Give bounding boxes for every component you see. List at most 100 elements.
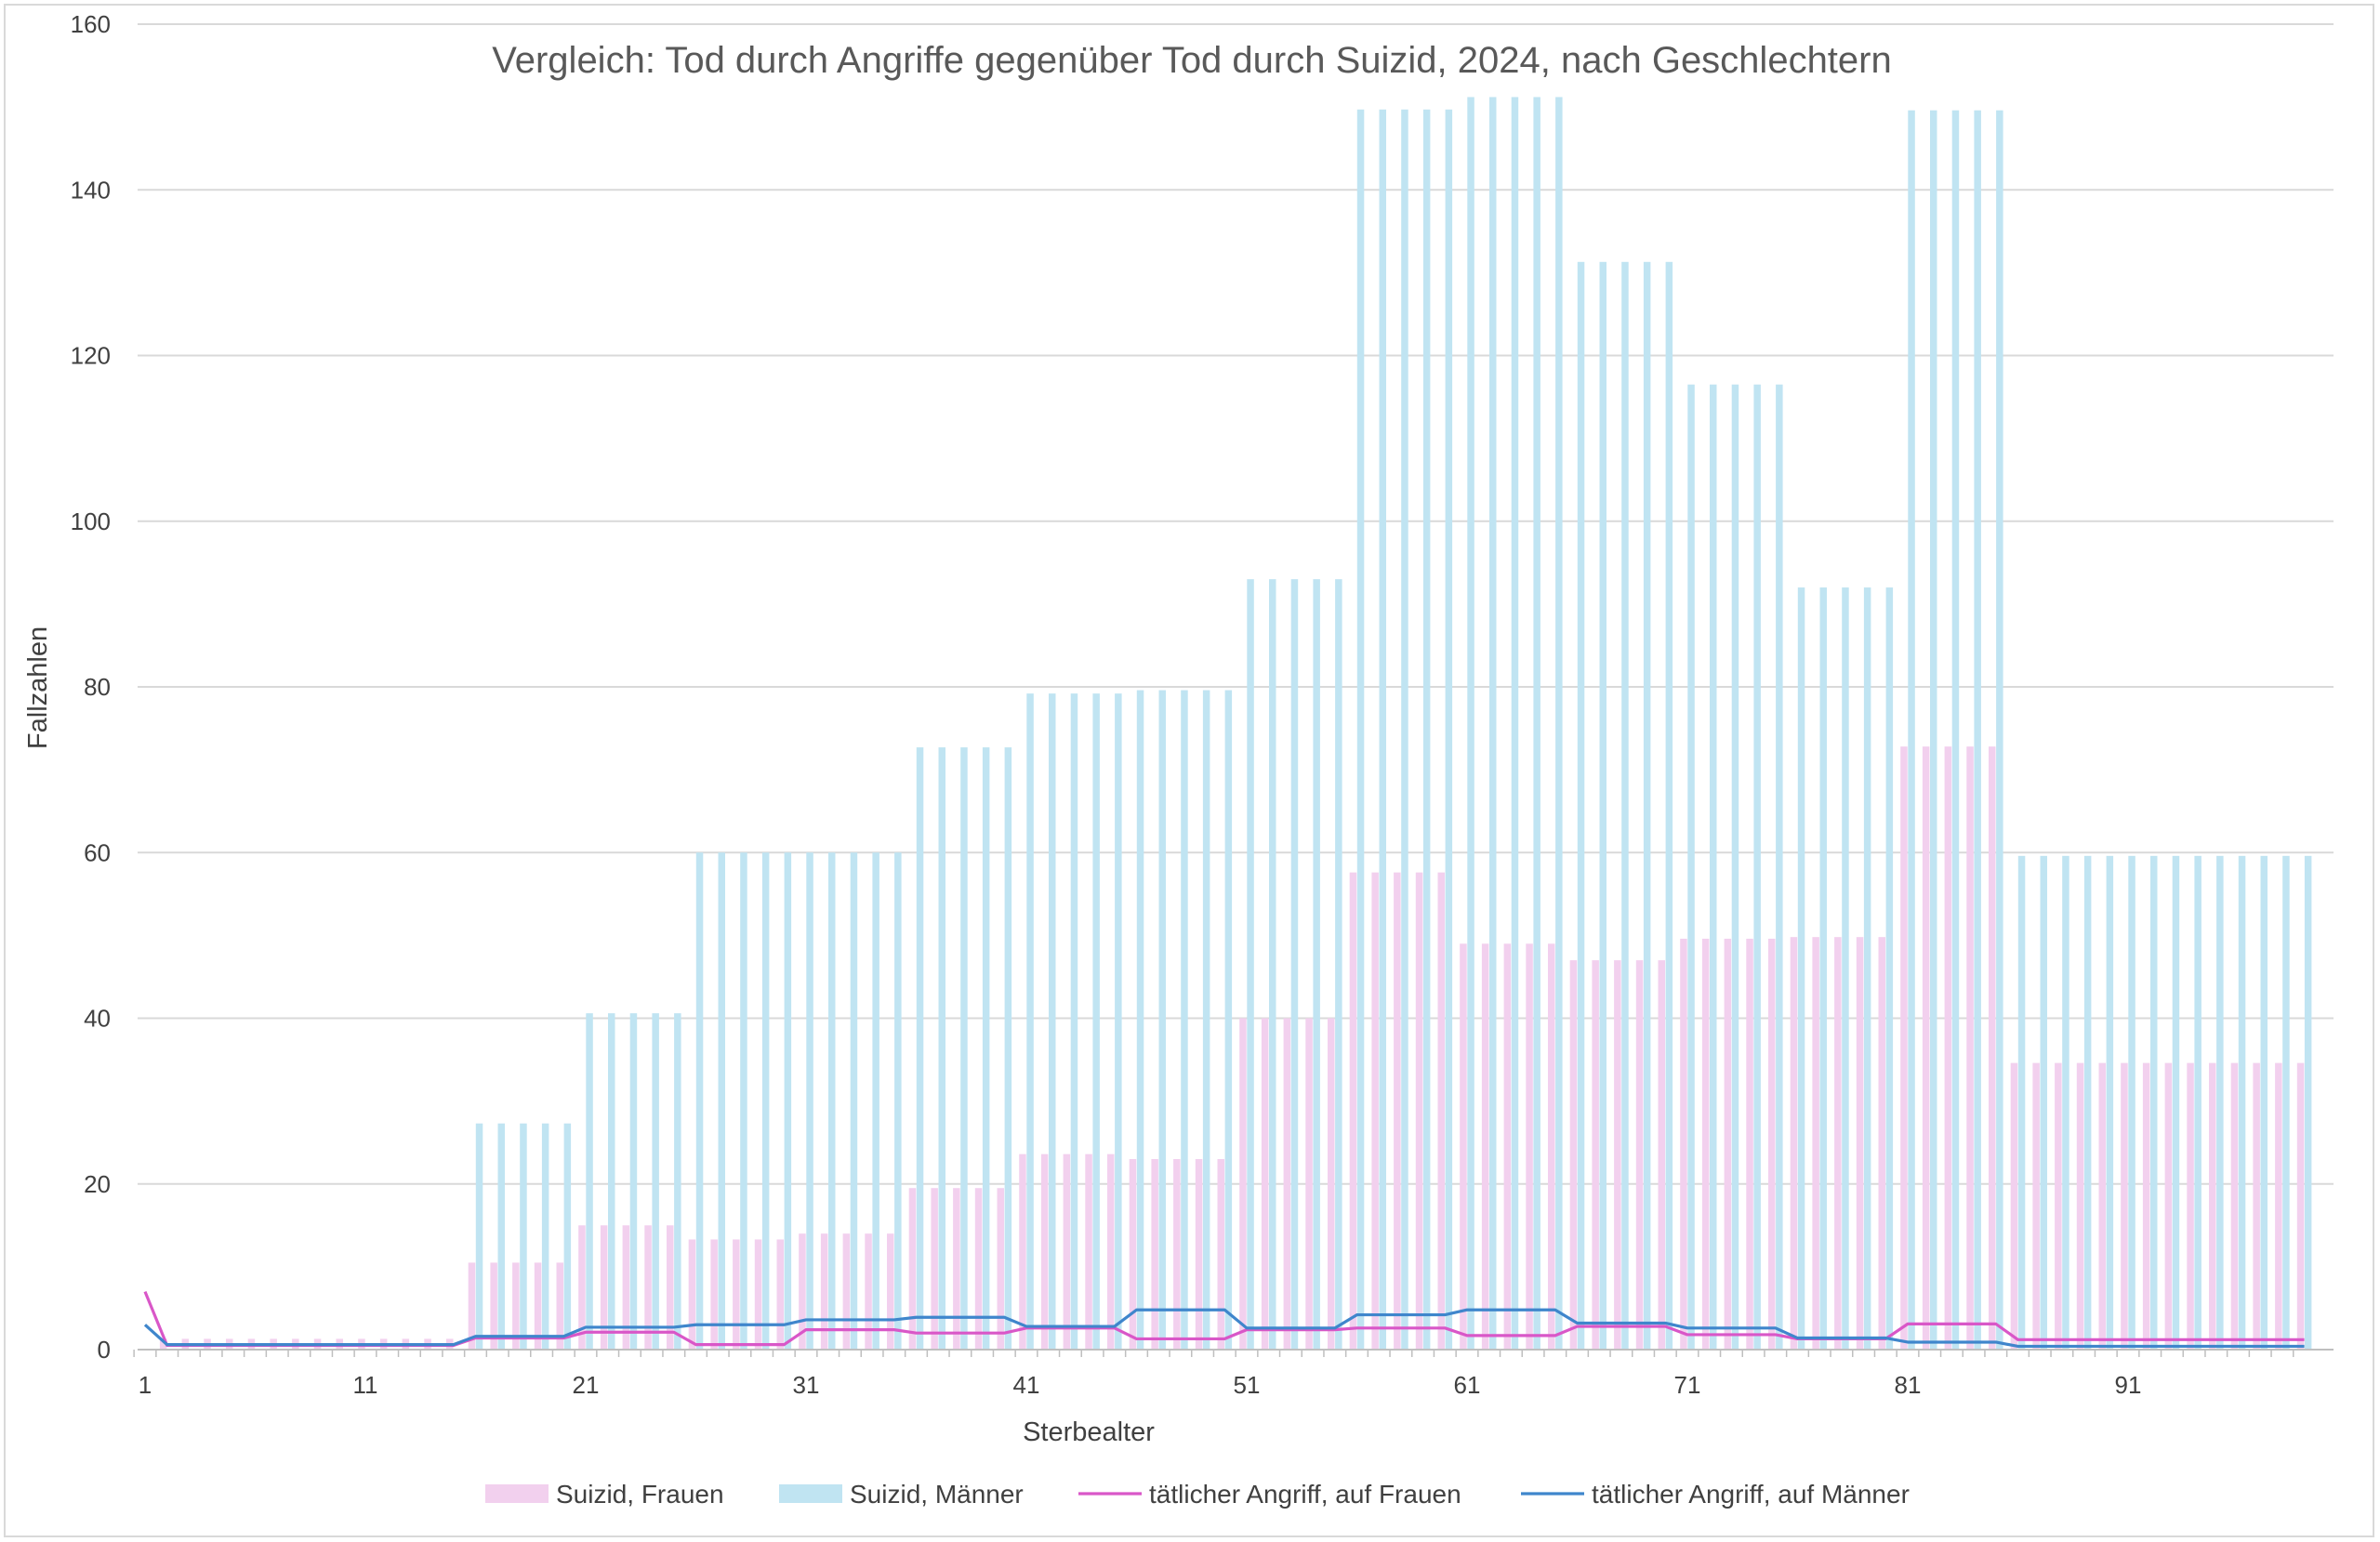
bar-suizid-maenner: [1908, 110, 1915, 1351]
bar-suizid-maenner: [2260, 855, 2268, 1350]
bar-suizid-frauen: [1746, 938, 1753, 1350]
bar-suizid-maenner: [2083, 855, 2092, 1350]
bar-suizid-maenner: [1026, 693, 1034, 1350]
bar-suizid-frauen: [754, 1239, 762, 1350]
bar-suizid-maenner: [1819, 587, 1827, 1350]
bar-suizid-maenner: [1158, 690, 1166, 1350]
bar-suizid-maenner: [629, 1013, 638, 1350]
bar-suizid-frauen: [974, 1188, 983, 1350]
bar-suizid-frauen: [710, 1239, 718, 1350]
bar-suizid-frauen: [1856, 937, 1864, 1350]
x-tick-label: 31: [793, 1371, 820, 1399]
bar-suizid-frauen: [1989, 746, 1996, 1350]
x-tick-label: 21: [573, 1371, 600, 1399]
bar-suizid-maenner: [1710, 384, 1717, 1351]
bar-suizid-maenner: [2106, 855, 2114, 1350]
bar-suizid-frauen: [1415, 872, 1423, 1350]
bar-suizid-maenner: [2238, 855, 2246, 1350]
bar-suizid-maenner: [1202, 690, 1210, 1350]
bar-suizid-frauen: [688, 1239, 696, 1350]
bar-suizid-maenner: [1974, 110, 1981, 1351]
bar-suizid-maenner: [1313, 579, 1320, 1350]
legend-item: Suizid, Männer: [779, 1480, 1024, 1509]
x-tick-label: 61: [1454, 1371, 1481, 1399]
bar-suizid-frauen: [1305, 1018, 1313, 1350]
bar-suizid-frauen: [1195, 1159, 1203, 1350]
bar-suizid-maenner: [2062, 855, 2069, 1350]
x-tick-label: 71: [1674, 1371, 1701, 1399]
bar-suizid-maenner: [2282, 855, 2290, 1350]
bar-suizid-maenner: [1577, 261, 1585, 1350]
bar-suizid-frauen: [2209, 1062, 2216, 1350]
y-tick-label: 100: [71, 507, 111, 535]
bar-suizid-frauen: [1129, 1159, 1137, 1350]
bar-suizid-frauen: [1635, 960, 1644, 1350]
bar-suizid-maenner: [1797, 587, 1805, 1350]
bar-suizid-frauen: [1790, 937, 1798, 1350]
bar-suizid-maenner: [2017, 855, 2026, 1350]
bar-suizid-maenner: [1731, 384, 1739, 1351]
bar-suizid-frauen: [2253, 1062, 2260, 1350]
bar-suizid-frauen: [534, 1262, 542, 1350]
bar-suizid-maenner: [1247, 579, 1254, 1350]
legend: Suizid, Frauen Suizid, Männer tätlicher An…: [485, 1480, 1910, 1509]
bar-suizid-frauen: [2121, 1062, 2128, 1350]
bar-suizid-maenner: [761, 852, 770, 1350]
bar-suizid-frauen: [2098, 1062, 2106, 1350]
bar-suizid-frauen: [733, 1239, 740, 1350]
x-tick-label: 11: [353, 1371, 378, 1399]
bar-suizid-maenner: [1489, 97, 1497, 1350]
bar-suizid-frauen: [1878, 937, 1885, 1350]
y-tick-label: 0: [98, 1336, 111, 1364]
bar-suizid-frauen: [776, 1239, 784, 1350]
bar-suizid-maenner: [1930, 110, 1937, 1351]
y-tick-label: 20: [84, 1170, 111, 1198]
line-angriff-frauen: [143, 1291, 2305, 1348]
bar-suizid-frauen: [468, 1262, 476, 1350]
bar-suizid-frauen: [2296, 1062, 2305, 1350]
bar-suizid-frauen: [1085, 1153, 1092, 1350]
y-axis-title: Fallzahlen: [23, 626, 53, 749]
bar-suizid-maenner: [1445, 109, 1453, 1351]
bar-suizid-maenner: [1136, 690, 1144, 1350]
bar-suizid-maenner: [1687, 384, 1695, 1351]
bar-suizid-frauen: [997, 1188, 1004, 1350]
bar-suizid-maenner: [1401, 109, 1408, 1351]
bar-suizid-frauen: [931, 1188, 938, 1350]
bar-suizid-maenner: [1555, 97, 1563, 1350]
bar-suizid-frauen: [1966, 746, 1974, 1350]
bar-suizid-maenner: [1422, 109, 1431, 1351]
bar-suizid-frauen: [1460, 943, 1467, 1350]
bar-suizid-frauen: [1019, 1153, 1026, 1350]
bar-suizid-frauen: [842, 1233, 851, 1350]
bar-suizid-maenner: [828, 852, 836, 1350]
bar-suizid-maenner: [718, 852, 725, 1350]
bar-suizid-maenner: [916, 747, 924, 1350]
bar-suizid-frauen: [1239, 1018, 1247, 1350]
bar-suizid-frauen: [1283, 1018, 1291, 1350]
legend-label: Suizid, Frauen: [556, 1480, 724, 1509]
x-tick-label: 81: [1895, 1371, 1922, 1399]
bar-suizid-maenner: [1863, 587, 1871, 1350]
bar-suizid-maenner: [1224, 690, 1233, 1350]
legend-swatch: [779, 1484, 842, 1503]
bar-suizid-maenner: [938, 747, 945, 1350]
bar-suizid-maenner: [1643, 261, 1651, 1350]
bar-suizid-maenner: [1004, 747, 1012, 1350]
chart-svg: Vergleich: Tod durch Angriffe gegenüber …: [23, 10, 2334, 1509]
x-tick-label: 1: [139, 1371, 152, 1399]
bar-suizid-maenner: [1269, 579, 1276, 1350]
bar-suizid-maenner: [2216, 855, 2224, 1350]
bar-suizid-frauen: [2032, 1062, 2040, 1350]
bar-suizid-maenner: [1621, 261, 1629, 1350]
bar-suizid-frauen: [1658, 960, 1665, 1350]
bar-suizid-frauen: [1812, 937, 1819, 1350]
bar-suizid-frauen: [2010, 1062, 2018, 1350]
legend-label: Suizid, Männer: [850, 1480, 1024, 1509]
bar-suizid-maenner: [1753, 384, 1761, 1351]
bar-suizid-frauen: [556, 1262, 563, 1350]
bar-suizid-maenner: [1951, 110, 1960, 1351]
bar-suizid-frauen: [1328, 1018, 1335, 1350]
bar-suizid-maenner: [2128, 855, 2135, 1350]
